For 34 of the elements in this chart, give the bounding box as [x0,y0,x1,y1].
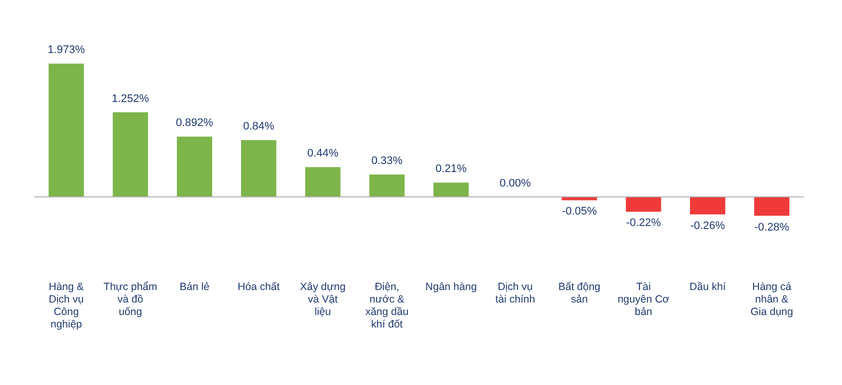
bar [112,112,148,197]
data-label: 0.44% [307,148,339,160]
data-label: -0.22% [626,217,662,230]
data-label: 0.892% [176,117,214,130]
bar [241,140,276,197]
data-label: 1.252% [112,92,150,105]
data-label: 0.84% [243,120,274,133]
x-tick-label: Dịch vụ tài chính [495,280,536,306]
data-label: -0.05% [562,206,598,218]
data-label: 0.33% [371,155,403,168]
x-tick-label: Bán lẻ [180,280,210,293]
bar [690,196,726,214]
x-tick-label: Điện, nước & xăng dầu khí đốt [365,280,409,331]
bar [305,167,340,197]
x-tick-label: Bất động sản [558,280,601,306]
x-tick-label: Ngân hàng [425,280,477,293]
data-label: 0.00% [500,177,532,190]
bar [754,196,790,216]
x-tick-label: Xây dựng và Vật liệu [300,280,346,318]
x-tick-label: Thực phẩm và đồ uống [104,280,158,318]
x-tick-label: Hóa chất [238,280,280,293]
x-tick-label: Tài nguyên Cơ bản [618,280,670,318]
data-label: 0.21% [435,163,467,176]
bar [433,182,469,197]
data-label: 1.973% [48,44,86,56]
data-label: -0.26% [690,220,726,232]
bar [369,174,405,197]
x-tick-label: Hàng cá nhân & Gia dụng [750,280,794,318]
bar [176,136,212,197]
bar [626,196,662,212]
bar [48,64,84,197]
x-tick-label: Dầu khí [690,280,726,293]
data-label: -0.28% [754,221,790,234]
x-tick-label: Hàng & Dịch vụ Công nghiệp [48,280,84,331]
